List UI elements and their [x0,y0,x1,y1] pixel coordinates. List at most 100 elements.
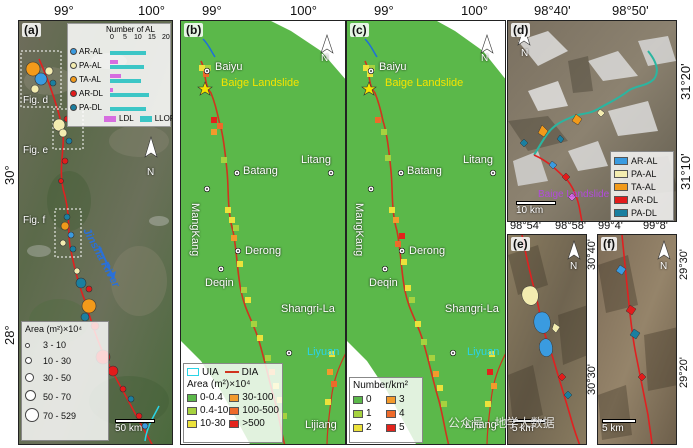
panel-c-north: N [481,53,489,64]
watermark: 公众号 · 地学大数据 [448,416,555,430]
area-class-2-label: 10 - 30 [43,356,72,366]
axis-a-99: 99° [54,3,74,18]
b-legend-item: 100-500 [229,405,279,416]
area-dot-5 [25,408,39,422]
b-legend-item: 0.4-10 [187,405,229,416]
b-legend-swatch [229,393,240,402]
number-legend-c: Number/km² 0 3 1 4 2 5 [349,377,423,443]
llof-bar [110,65,144,69]
al-row-dot [70,47,77,55]
place-b-batang: Batang [243,165,278,177]
d-legend-label: PA-DL [631,207,657,218]
al-row-dot [70,61,77,69]
density-cell [221,157,227,163]
b-legend-item: 0-0.4 [187,392,229,403]
uia-label: UIA [202,366,219,378]
place-c-liyuan: Liyuan [467,346,500,358]
panel-f-tag: (f) [601,237,617,251]
c-legend-swatch [386,409,396,418]
scale-a-label: 50 km [115,423,143,434]
d-legend-item: PA-DL [614,206,670,219]
al-count-chart: Number of AL 0 5 10 15 20 AR-AL PA-AL TA-A… [67,23,172,127]
density-cell [489,351,495,357]
al-chart-title: Number of AL [106,25,155,34]
b-legend-item: 10-30 [187,418,229,429]
density-cell [241,287,247,293]
density-cell [395,241,401,247]
place-c-deqin: Deqin [369,277,398,289]
al-row-label: AR-AL [79,46,103,56]
panel-b: (b) N Baiyu Baige Landslide Batang Litan… [180,20,346,445]
place-c-lijiang: Lijiang [465,419,497,431]
axis-d-3110: 31°10' [678,153,693,190]
c-legend-item: 3 [386,394,419,405]
density-cell [389,207,395,213]
density-cell [231,235,237,241]
place-b-deqin: Deqin [205,277,234,289]
b-legend-grid: 0-0.4 30-100 0.4-10 100-500 10-30 >500 [187,392,279,429]
place-b-litang: Litang [301,154,331,166]
density-cell [211,129,217,135]
type-legend-d: AR-AL PA-AL TA-AL AR-DL PA-DL [610,151,674,221]
c-legend-item: 2 [353,422,386,433]
axis-d-9840: 98°40' [534,3,571,18]
d-legend-swatch [614,182,628,191]
place-c-litang: Litang [463,154,493,166]
al-row-bars [110,102,166,112]
panel-c: (c) N Baiyu Baige Landslide Batang Litan… [346,20,506,445]
density-cell [257,335,263,341]
d-legend-item: PA-AL [614,167,670,180]
density-cell [405,285,411,291]
al-tick-10: 10 [134,34,142,41]
baige-landslide-d: Baige Landslide [538,189,610,200]
panel-c-map [347,21,505,444]
al-legend-llof: LLOF [139,114,172,123]
axis-d-9850: 98°50' [612,3,649,18]
c-legend-item: 4 [386,408,419,419]
density-cell [205,65,211,71]
al-row-ar-dl: AR-DL [70,86,170,100]
area-class-1: 3 - 10 [25,337,105,353]
c-legend-label: 0 [366,394,372,405]
scale-f: 5 km [602,419,636,434]
axis-f-998: 99°8' [643,220,668,232]
density-cell [327,369,333,375]
d-legend-swatch [614,208,628,217]
llof-bar [110,51,147,55]
al-chart-rows: AR-AL PA-AL TA-AL AR-DL PA-DL [70,44,170,114]
place-b-baiyu: Baiyu [215,61,243,73]
density-cell [203,71,209,77]
al-row-dot [70,89,77,97]
ldl-bar [110,88,113,92]
area-legend-title: Area (m²)×10⁴ [25,324,83,334]
al-row-pa-al: PA-AL [70,58,170,72]
area-class-1-label: 3 - 10 [43,340,67,350]
panel-c-tag: (c) [350,23,369,37]
panel-d-tag: (d) [511,23,531,37]
llof-bar [110,107,147,111]
dia-label: DIA [241,366,259,378]
area-class-5-label: 70 - 529 [43,411,77,421]
llof-bar [110,93,150,97]
density-cell [375,117,381,123]
c-legend-item: 5 [386,422,419,433]
c-legend-grid: 0 3 1 4 2 5 [353,394,419,433]
c-legend-title: Number/km² [353,380,409,391]
density-cell [381,129,387,135]
al-chart-legend: LDL LLOF [104,114,172,123]
scale-d: 10 km [516,201,556,216]
panel-d: (d) N Baige Landslide AR-AL PA-AL TA-AL AR-… [507,20,677,222]
place-b-shangrila: Shangri-La [281,303,335,315]
axis-d-3120: 31°20' [678,63,693,100]
panel-f-map [598,235,676,444]
scale-f-label: 5 km [602,423,624,434]
al-row-bars [110,88,166,98]
area-dot-2 [25,357,32,364]
scale-e-label: 5 km [512,423,534,434]
al-tick-5: 5 [123,34,127,41]
al-row-ar-al: AR-AL [70,44,170,58]
area-dot-4 [25,390,36,401]
density-cell [251,321,257,327]
axis-f-994: 99°4' [598,220,623,232]
